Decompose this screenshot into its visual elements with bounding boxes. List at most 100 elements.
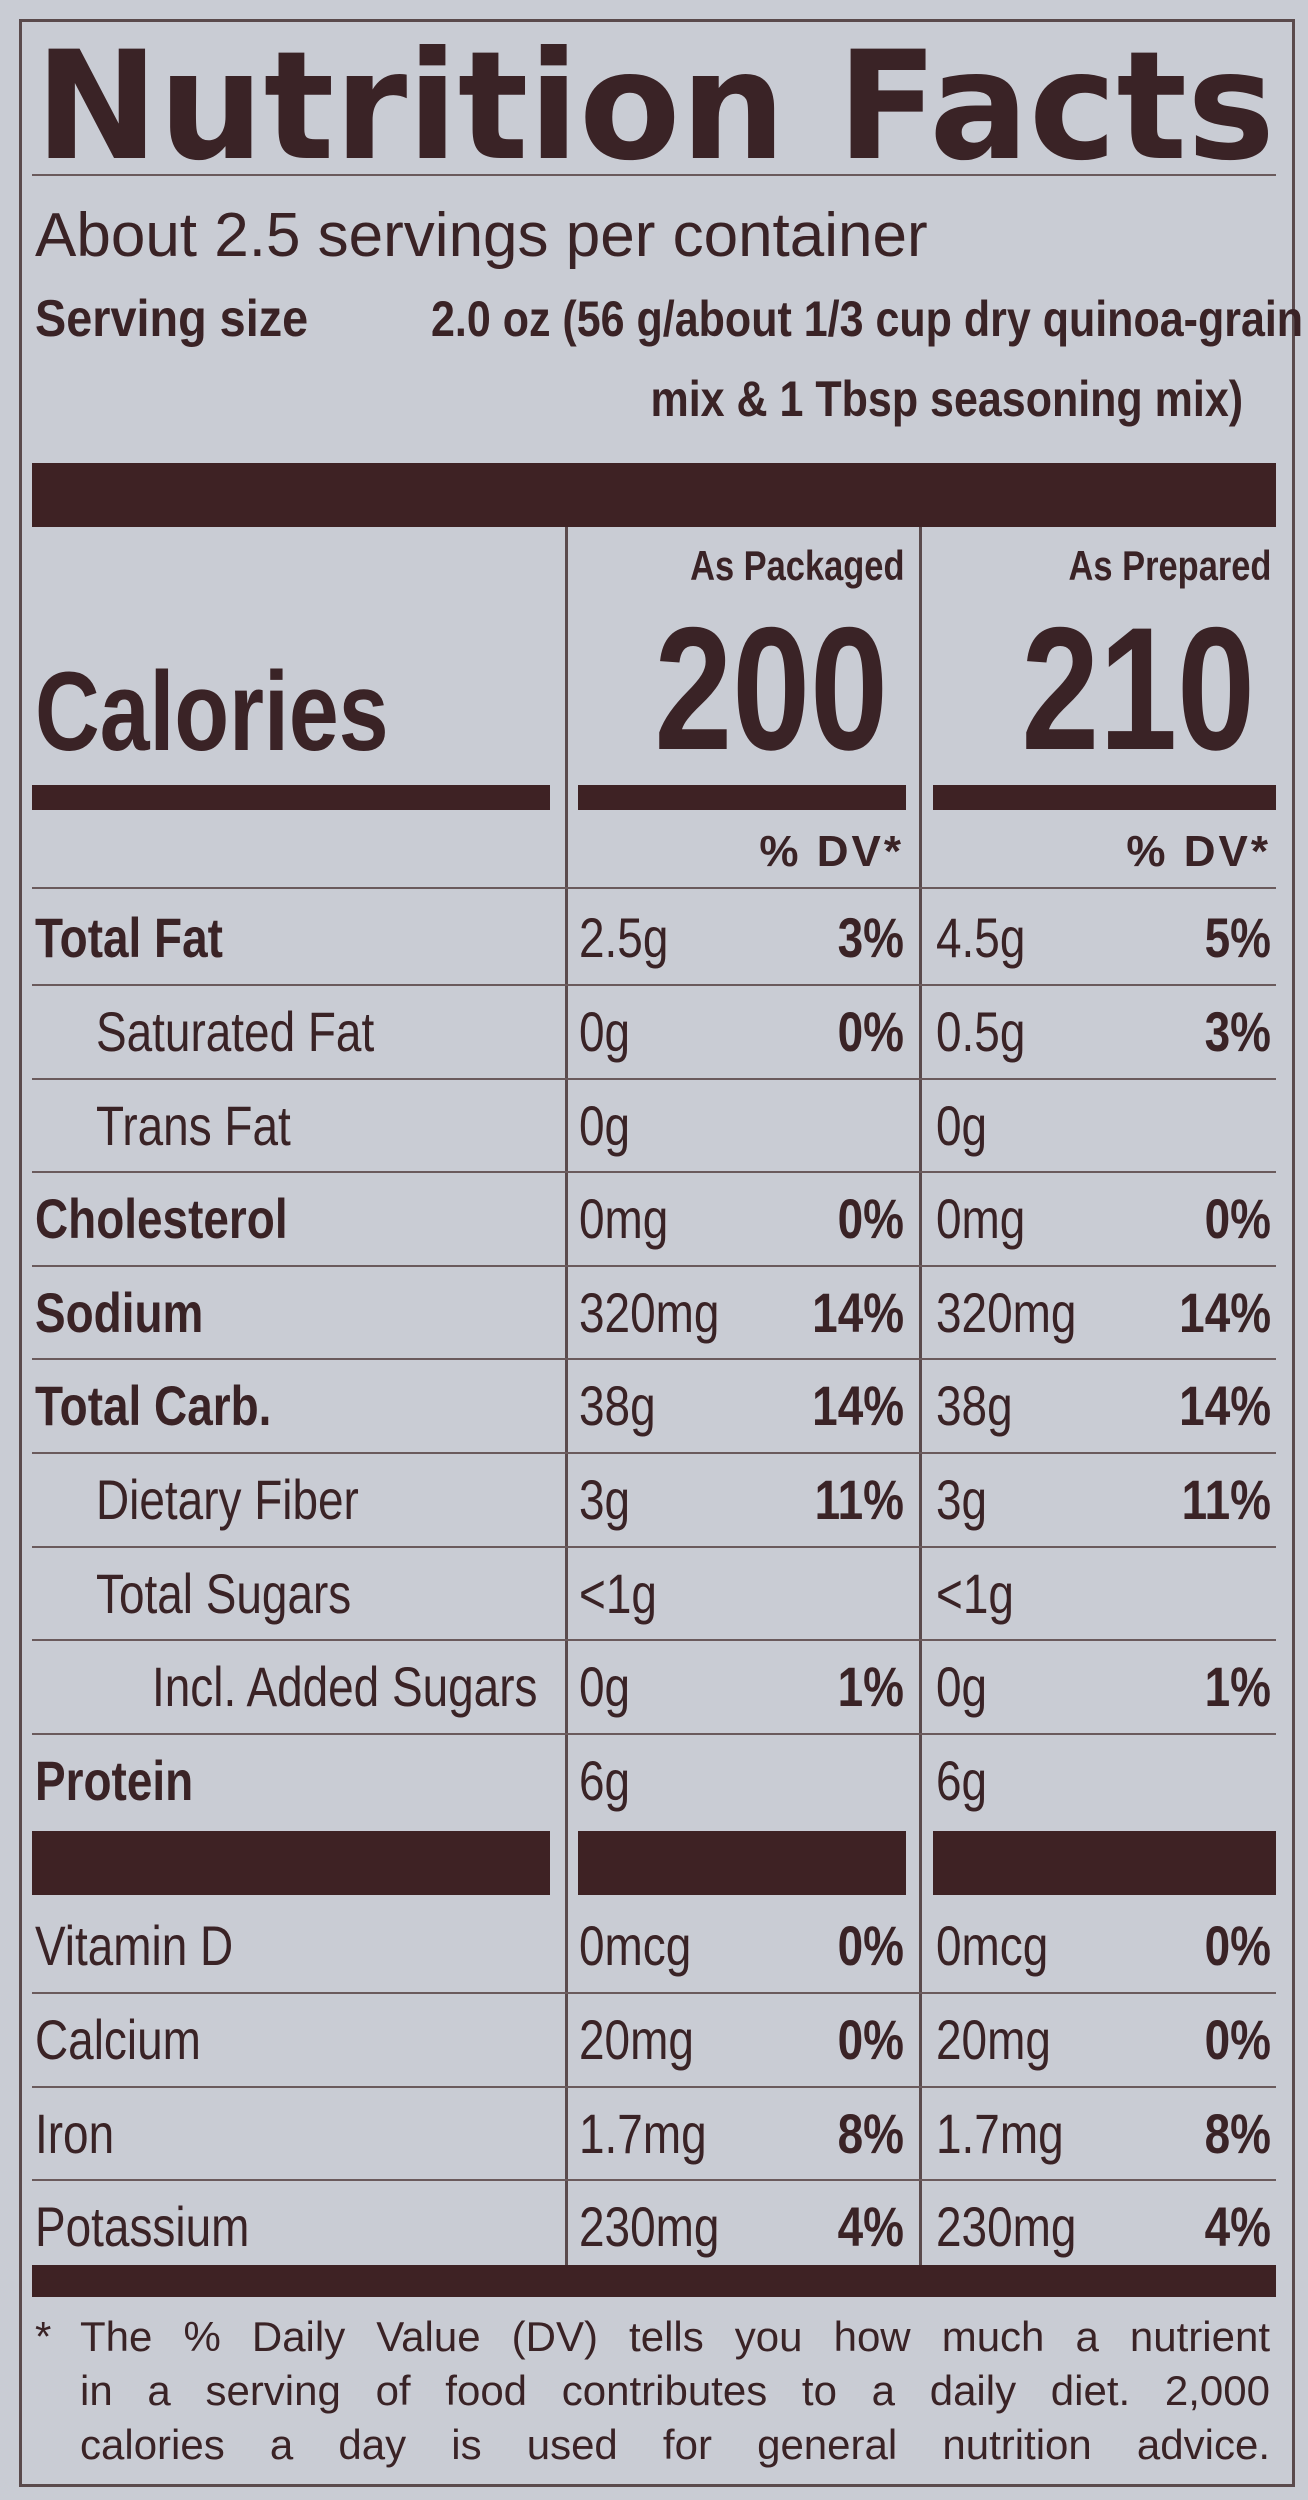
column-header-text: As Prepared bbox=[1068, 541, 1271, 589]
nutrient-name: Iron bbox=[35, 2100, 132, 2167]
row-rule bbox=[32, 1639, 1276, 1642]
amount-text: 0g bbox=[579, 1000, 631, 1063]
daily-value: 4% bbox=[823, 2193, 904, 2260]
row-rule bbox=[32, 984, 1276, 986]
servings: About 2.5 servings per container bbox=[35, 199, 928, 273]
amount: 0g bbox=[579, 1092, 641, 1159]
daily-value-text: 3% bbox=[1204, 1000, 1271, 1063]
daily-value-text: 1% bbox=[1204, 1655, 1271, 1719]
footnote: The % Daily Value (DV) tells you how muc… bbox=[80, 2312, 1270, 2362]
calories-value: 210 bbox=[963, 585, 1255, 795]
amount: 0g bbox=[579, 998, 641, 1065]
nutrient-name-text: Iron bbox=[35, 2101, 115, 2165]
amount: 1.7mg bbox=[579, 2100, 735, 2167]
daily-value: 3% bbox=[1190, 998, 1271, 1065]
daily-value-text: 0% bbox=[1204, 1187, 1271, 1251]
calories-value-text: 210 bbox=[1021, 592, 1255, 787]
nutrient-name: Vitamin D bbox=[35, 1912, 277, 1979]
daily-value: 8% bbox=[823, 2100, 904, 2167]
amount: 0g bbox=[936, 1092, 998, 1159]
calories-value: 200 bbox=[596, 585, 888, 795]
daily-value-text: 4% bbox=[1204, 2195, 1271, 2259]
amount: 320mg bbox=[579, 1279, 750, 1346]
amount: 0mcg bbox=[579, 1912, 716, 1979]
amount-text: 1.7mg bbox=[936, 2101, 1064, 2165]
nutrient-name: Incl. Added Sugars bbox=[152, 1653, 622, 1720]
amount-text: 0.5g bbox=[936, 1000, 1026, 1063]
daily-value: 0% bbox=[823, 998, 904, 1065]
daily-value: 11% bbox=[795, 1466, 904, 1533]
amount: <1g bbox=[936, 1560, 1031, 1627]
daily-value-text: 8% bbox=[837, 2101, 904, 2165]
daily-value-text: 4% bbox=[837, 2195, 904, 2259]
daily-value: 11% bbox=[1162, 1466, 1271, 1533]
amount-text: 20mg bbox=[579, 2008, 694, 2071]
amount-text: 0mg bbox=[579, 1187, 669, 1251]
daily-value-text: 8% bbox=[1204, 2101, 1271, 2165]
title-rule bbox=[32, 174, 1276, 176]
nutrient-name-text: Incl. Added Sugars bbox=[152, 1655, 538, 1719]
title: Nutrition Facts bbox=[35, 20, 1275, 180]
nutrient-name: Dietary Fiber bbox=[96, 1466, 417, 1533]
daily-value-text: 11% bbox=[814, 1468, 904, 1531]
daily-value-text: 14% bbox=[812, 1374, 904, 1438]
servings-text: About 2.5 servings per container bbox=[35, 200, 928, 270]
dv-header: % DV* bbox=[1126, 826, 1271, 879]
amount-text: 0g bbox=[936, 1093, 988, 1157]
dv-header-text: % DV* bbox=[759, 826, 904, 876]
column-header: As Prepared bbox=[1024, 541, 1271, 591]
nutrient-name: Protein bbox=[35, 1747, 228, 1814]
nutrient-name: Trans Fat bbox=[96, 1092, 334, 1159]
amount: <1g bbox=[579, 1560, 674, 1627]
nutrient-name-text: Calcium bbox=[35, 2008, 201, 2071]
amount-text: <1g bbox=[579, 1561, 657, 1625]
daily-value-text: 0% bbox=[1204, 2008, 1271, 2071]
daily-value: 0% bbox=[823, 1185, 904, 1252]
amount: 38g bbox=[936, 1372, 1029, 1439]
amount-text: 3g bbox=[579, 1468, 631, 1531]
daily-value-text: 14% bbox=[1179, 1374, 1271, 1438]
nutrient-name: Potassium bbox=[35, 2193, 296, 2260]
nutrient-name-text: Cholesterol bbox=[35, 1187, 288, 1251]
footnote-text: calories a day is used for general nutri… bbox=[80, 2420, 1270, 2468]
thick-bar bbox=[933, 785, 1276, 810]
serving-size-text: 2.0 oz (56 g/about 1/3 cup dry quinoa-gr… bbox=[431, 291, 1304, 347]
amount-text: 6g bbox=[936, 1748, 988, 1812]
footnote: in a serving of food contributes to a da… bbox=[80, 2366, 1270, 2416]
nutrient-name: Cholesterol bbox=[35, 1185, 343, 1252]
daily-value: 14% bbox=[792, 1372, 904, 1439]
thick-bar bbox=[32, 463, 1276, 527]
thick-bar bbox=[933, 1831, 1276, 1895]
amount-text: 0g bbox=[579, 1655, 631, 1719]
serving-size-label: Serving size bbox=[35, 288, 338, 350]
amount-text: 0g bbox=[579, 1093, 631, 1157]
amount: 3g bbox=[579, 1466, 641, 1533]
nutrient-name: Total Fat bbox=[35, 904, 264, 971]
thick-bar bbox=[32, 2265, 1276, 2297]
amount: 230mg bbox=[936, 2193, 1107, 2260]
dv-rule bbox=[32, 887, 1276, 889]
daily-value-text: 11% bbox=[1181, 1468, 1271, 1531]
daily-value: 5% bbox=[1190, 904, 1271, 971]
label-border bbox=[19, 19, 1295, 2487]
row-rule bbox=[32, 1545, 1276, 1548]
daily-value: 3% bbox=[823, 904, 904, 971]
daily-value-text: 0% bbox=[837, 1000, 904, 1063]
calories-value-text: 200 bbox=[654, 592, 888, 787]
amount: 20mg bbox=[936, 2006, 1076, 2073]
daily-value: 0% bbox=[823, 1912, 904, 1979]
amount: 230mg bbox=[579, 2193, 750, 2260]
daily-value: 8% bbox=[1190, 2100, 1271, 2167]
thick-bar bbox=[578, 1831, 906, 1895]
amount-text: 0mcg bbox=[936, 1914, 1049, 1978]
footnote-star: * bbox=[35, 2312, 51, 2362]
daily-value: 0% bbox=[1190, 2006, 1271, 2073]
row-rule bbox=[32, 2179, 1276, 2182]
amount-text: 2.5g bbox=[579, 906, 669, 970]
amount: 0mg bbox=[936, 1185, 1045, 1252]
nutrient-name-text: Total Sugars bbox=[96, 1561, 352, 1625]
nutrient-name: Total Carb. bbox=[35, 1372, 323, 1439]
row-rule bbox=[32, 1077, 1276, 1080]
row-rule bbox=[32, 1992, 1276, 1994]
nutrient-name-text: Protein bbox=[35, 1748, 194, 1812]
